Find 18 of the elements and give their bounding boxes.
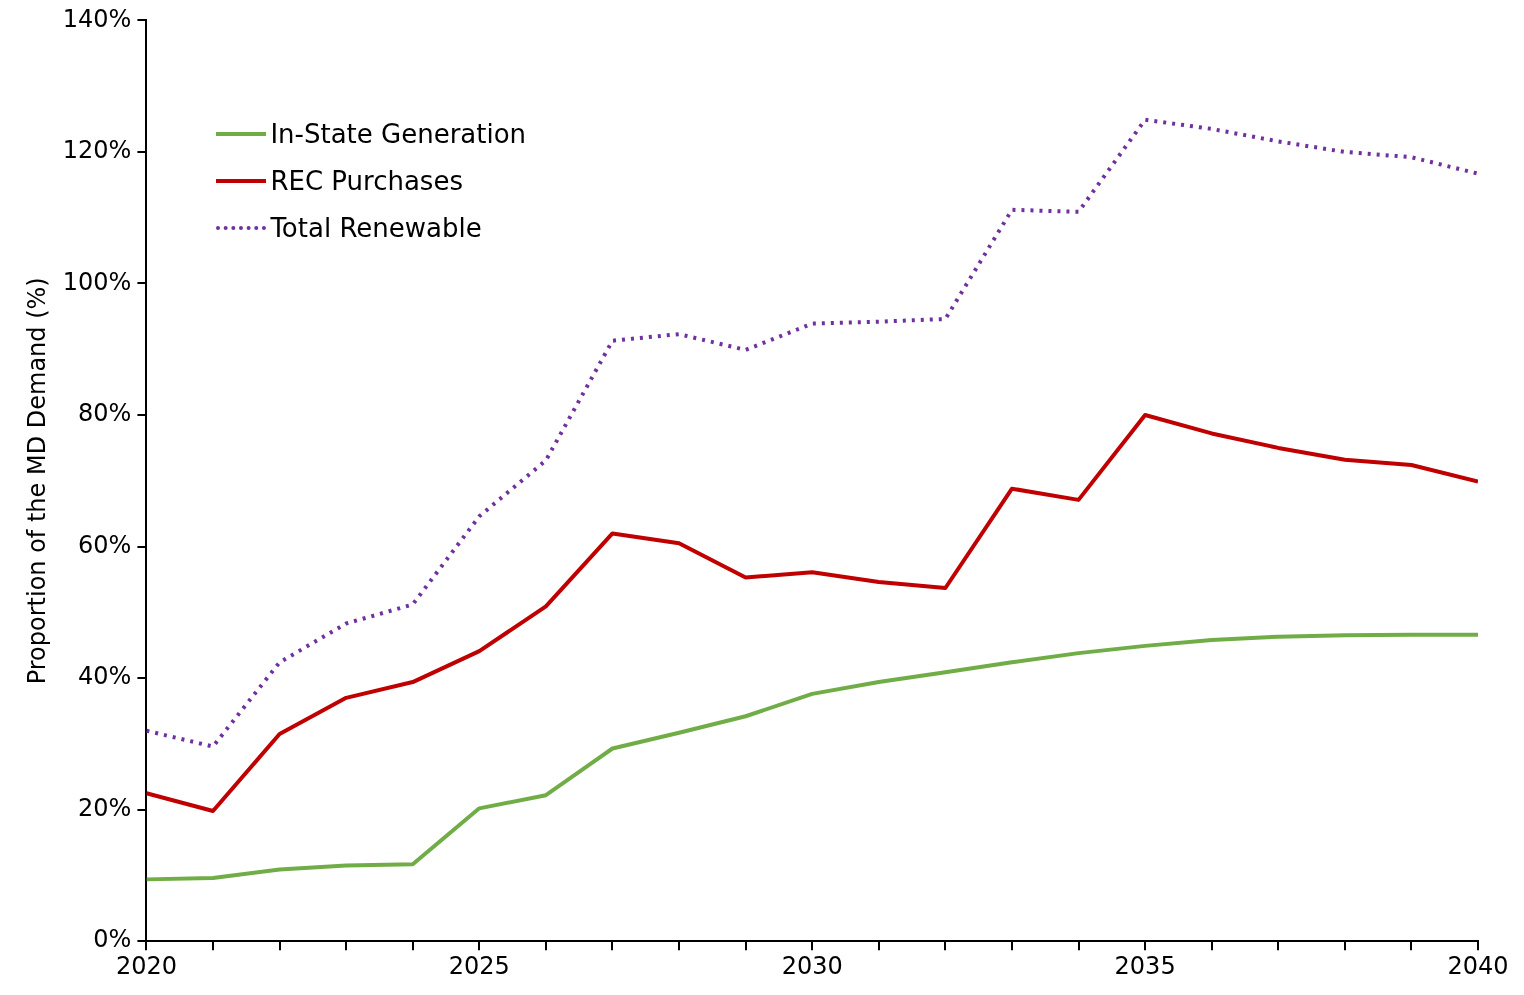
legend-label: In-State Generation	[270, 118, 527, 149]
x-tick-label: 2030	[781, 951, 843, 980]
y-tick-label: 20%	[78, 793, 132, 822]
y-tick-label: 120%	[62, 136, 132, 165]
y-tick-label: 80%	[78, 399, 132, 428]
y-axis-title: Proportion of the MD Demand (%)	[22, 277, 51, 685]
y-tick-label: 40%	[78, 662, 132, 691]
x-tick-label: 2035	[1114, 951, 1176, 980]
y-tick-label: 60%	[78, 530, 132, 559]
y-tick-label: 0%	[93, 925, 132, 954]
y-tick-label: 100%	[62, 267, 132, 296]
x-tick-label: 2025	[448, 951, 510, 980]
line-series	[146, 117, 1478, 749]
y-tick-label: 140%	[62, 4, 132, 33]
legend-label: Total Renewable	[270, 212, 482, 243]
legend-label: REC Purchases	[270, 165, 463, 196]
x-tick-label: 2020	[115, 951, 177, 980]
x-tick-label: 2040	[1447, 951, 1509, 980]
